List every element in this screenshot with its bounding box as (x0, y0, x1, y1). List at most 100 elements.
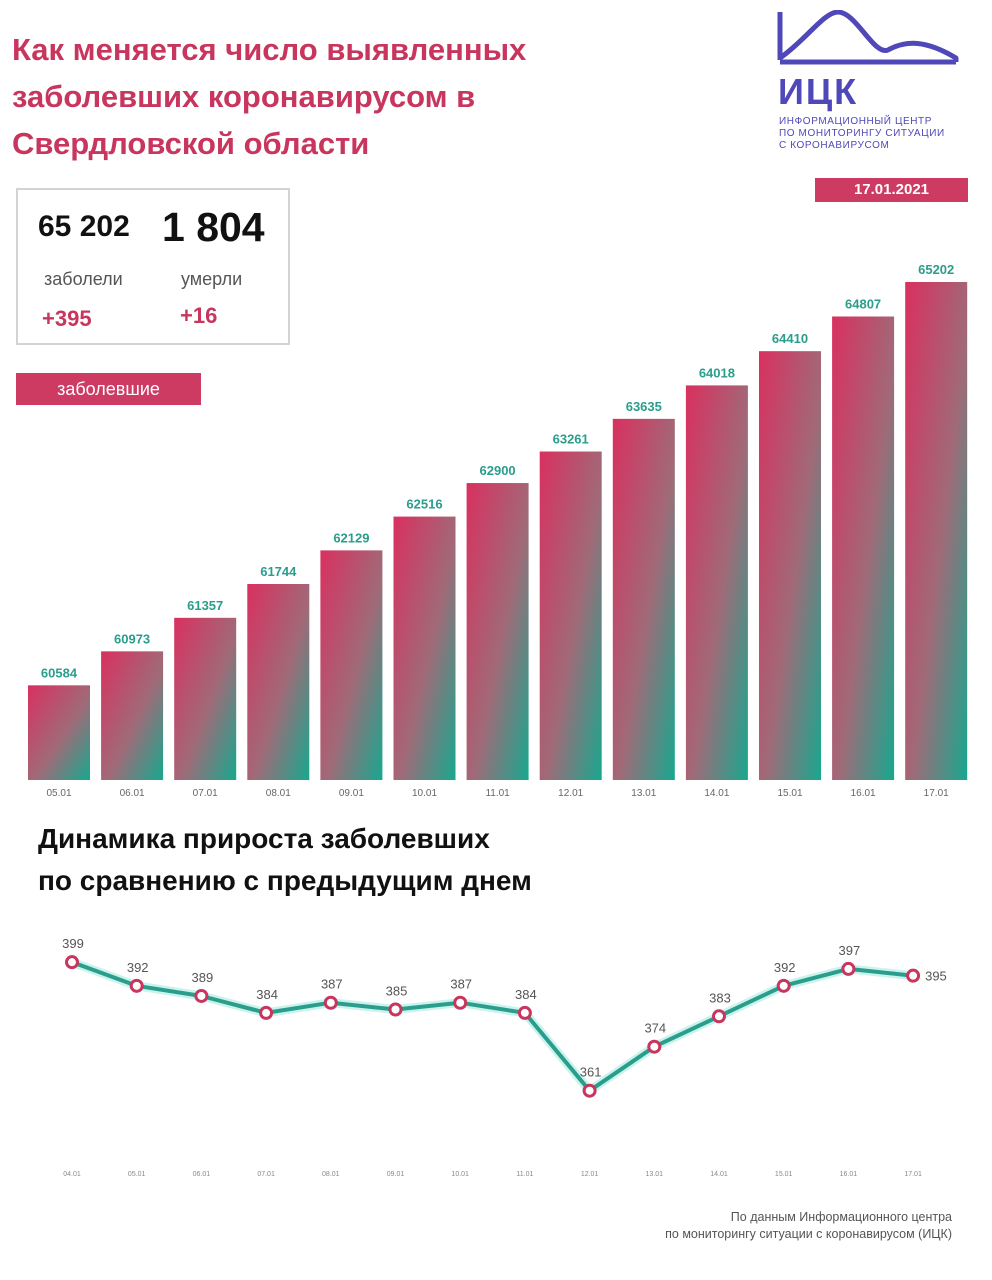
logo-caption-line: по мониторингу ситуации (779, 128, 945, 139)
bar (247, 584, 310, 780)
itsk-logo: ИЦК (777, 10, 959, 112)
cases-total: 65 202 (38, 210, 130, 243)
x-tick-label: 05.01 (46, 788, 71, 799)
line-chart-title: Динамика прироста заболевших по сравнени… (38, 818, 738, 902)
cases-label: заболели (44, 269, 123, 289)
point-value-label: 384 (515, 987, 537, 1002)
data-point (129, 978, 144, 993)
data-point (906, 968, 921, 983)
page-title: Как меняется число выявленных заболевших… (12, 26, 652, 167)
data-point (776, 978, 791, 993)
cases-delta: +395 (42, 306, 92, 331)
bar-value-label: 65202 (918, 262, 954, 277)
source-note: По данным Информационного центра по мони… (665, 1209, 952, 1243)
bar (174, 617, 237, 780)
logo-text: ИЦК (778, 71, 858, 112)
x-tick-label: 10.01 (451, 1171, 469, 1178)
bar (685, 385, 748, 780)
bar (466, 483, 529, 780)
point-value-label: 392 (127, 960, 149, 975)
x-tick-label: 08.01 (266, 788, 291, 799)
data-point (388, 1002, 403, 1017)
bar-value-label: 64410 (772, 331, 808, 346)
bar (393, 516, 456, 780)
title-line: Как меняется число выявленных (12, 32, 527, 67)
data-point (194, 988, 209, 1003)
series-line (71, 960, 914, 1093)
x-tick-label: 07.01 (257, 1171, 275, 1178)
data-point (65, 955, 79, 970)
data-point (517, 1005, 532, 1020)
deaths-delta: +16 (180, 303, 218, 328)
legend-badge: заболевшие (16, 373, 201, 405)
bar (832, 316, 895, 780)
bar-value-label: 60973 (114, 631, 150, 646)
data-point (841, 961, 856, 976)
bar-value-label: 62129 (333, 530, 369, 545)
point-value-label: 374 (644, 1021, 666, 1036)
logo-wave-icon (777, 10, 959, 62)
point-value-label: 395 (925, 969, 947, 984)
title-line: Свердловской области (12, 126, 370, 161)
x-tick-label: 13.01 (646, 1171, 664, 1178)
x-tick-label: 11.01 (485, 788, 510, 799)
x-tick-label: 12.01 (558, 788, 583, 799)
x-tick-label: 05.01 (128, 1171, 146, 1178)
x-tick-label: 09.01 (339, 788, 364, 799)
x-tick-label: 09.01 (387, 1171, 405, 1178)
subtitle-line: по сравнению с предыдущим днем (38, 865, 532, 896)
x-tick-label: 14.01 (710, 1171, 728, 1178)
bar-value-label: 62516 (406, 497, 442, 512)
x-tick-label: 04.01 (63, 1171, 81, 1178)
x-tick-label: 10.01 (412, 788, 437, 799)
bar (612, 418, 675, 780)
deaths-label: умерли (181, 269, 243, 289)
bar-chart: 60584 05.01 60973 06.01 61357 07.01 61744 08.01… (28, 262, 968, 799)
bar (539, 451, 602, 780)
x-tick-label: 16.01 (840, 1171, 858, 1178)
bar (905, 282, 968, 780)
point-value-label: 397 (839, 943, 861, 958)
x-tick-label: 13.01 (631, 788, 656, 799)
bar (28, 685, 90, 780)
bar-value-label: 63635 (626, 399, 662, 414)
data-point (712, 1009, 726, 1024)
point-value-label: 387 (321, 977, 343, 992)
x-tick-label: 12.01 (581, 1171, 599, 1178)
x-tick-label: 17.01 (904, 1171, 922, 1178)
x-tick-label: 15.01 (775, 1171, 793, 1178)
source-line: по мониторингу ситуации с коронавирусом … (665, 1227, 952, 1241)
bar (759, 351, 821, 780)
point-value-label: 399 (62, 936, 84, 951)
x-tick-label: 06.01 (120, 788, 145, 799)
x-tick-label: 17.01 (924, 788, 949, 799)
x-tick-label: 15.01 (777, 788, 802, 799)
logo-caption-line: Информационный центр (779, 116, 933, 127)
point-value-label: 392 (774, 960, 796, 975)
title-line: заболевших коронавирусом в (12, 79, 476, 114)
bar-value-label: 61357 (187, 598, 223, 613)
point-value-label: 387 (450, 977, 472, 992)
logo-caption: Информационный центр по мониторингу ситу… (779, 116, 979, 152)
x-tick-label: 06.01 (193, 1171, 211, 1178)
bar-value-label: 63261 (553, 432, 589, 447)
data-point (582, 1083, 597, 1098)
bar-value-label: 60584 (41, 665, 78, 680)
point-value-label: 361 (580, 1065, 602, 1080)
stats-box: 65 202 1 804 заболели умерли +395 +16 (16, 188, 290, 345)
x-tick-label: 08.01 (322, 1171, 340, 1178)
data-point (647, 1039, 662, 1054)
bar-value-label: 64807 (845, 296, 881, 311)
deaths-total: 1 804 (162, 204, 265, 250)
data-point (453, 995, 468, 1010)
line-chart: 399 04.01 392 05.01 389 06.01 384 07.01 387 08.01… (62, 936, 947, 1178)
x-tick-label: 11.01 (516, 1171, 533, 1178)
bar-value-label: 64018 (699, 365, 735, 380)
point-value-label: 385 (386, 984, 408, 999)
bar (320, 550, 383, 780)
subtitle-line: Динамика прироста заболевших (38, 823, 490, 854)
x-tick-label: 07.01 (193, 788, 218, 799)
date-badge: 17.01.2021 (815, 178, 968, 202)
source-line: По данным Информационного центра (730, 1210, 952, 1224)
point-value-label: 383 (709, 990, 731, 1005)
